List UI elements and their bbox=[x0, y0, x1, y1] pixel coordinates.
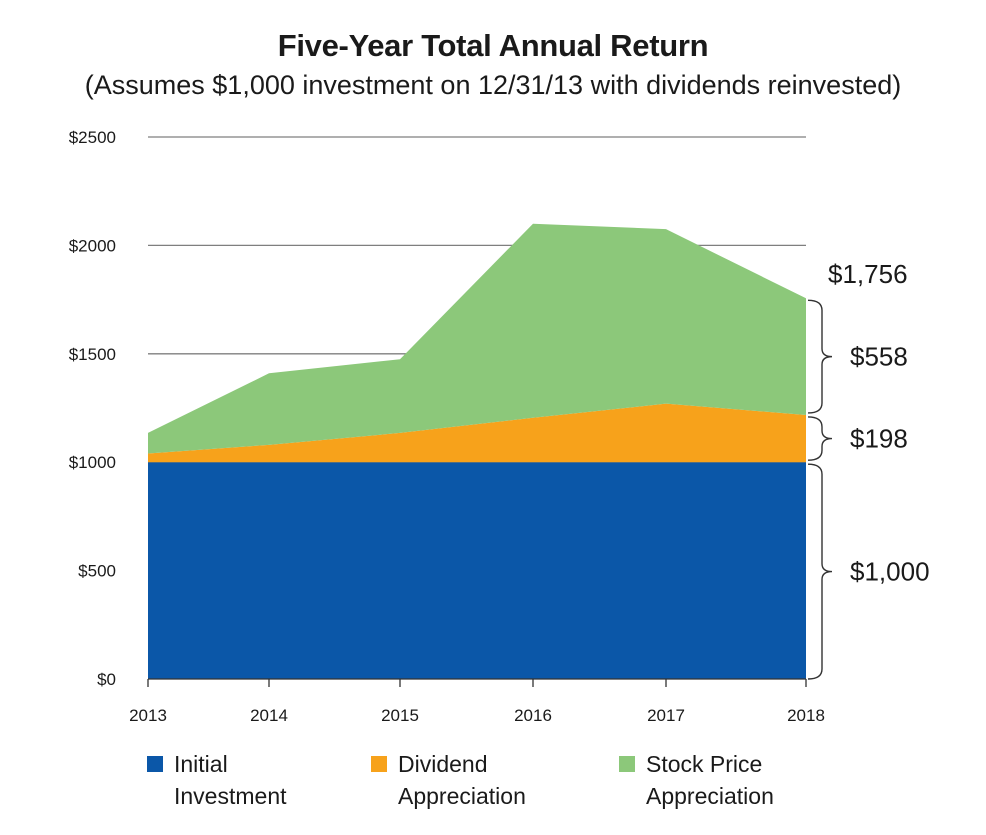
x-tick-label: 2018 bbox=[787, 706, 825, 725]
y-tick-label: $0 bbox=[97, 670, 116, 689]
annotation-total: $1,756 bbox=[828, 259, 908, 289]
legend-swatch-stock bbox=[619, 756, 635, 772]
annotation-initial: $1,000 bbox=[850, 557, 930, 587]
y-tick-label: $2000 bbox=[69, 236, 116, 255]
x-axis bbox=[147, 678, 807, 687]
x-tick-label: 2014 bbox=[250, 706, 288, 725]
legend-label-stock-1: Stock Price bbox=[646, 751, 763, 777]
annotation-dividend: $198 bbox=[850, 424, 908, 454]
chart-subtitle: (Assumes $1,000 investment on 12/31/13 w… bbox=[84, 70, 902, 100]
y-tick-label: $1500 bbox=[69, 345, 116, 364]
x-tick-label: 2013 bbox=[129, 706, 167, 725]
brace-initial bbox=[807, 463, 833, 680]
legend-label-initial-1: Initial bbox=[174, 751, 228, 777]
x-tick-label: 2015 bbox=[381, 706, 419, 725]
y-axis-labels: $0 $500 $1000 $1500 $2000 $2500 bbox=[69, 128, 116, 689]
legend-label-dividend-2: Appreciation bbox=[398, 783, 526, 809]
annotation-stock-price: $558 bbox=[850, 342, 908, 372]
chart-title: Five-Year Total Annual Return bbox=[277, 28, 709, 63]
y-tick-label: $1000 bbox=[69, 453, 116, 472]
legend-swatch-initial bbox=[147, 756, 163, 772]
legend-label-dividend-1: Dividend bbox=[398, 751, 488, 777]
x-axis-labels: 2013 2014 2015 2016 2017 2018 bbox=[129, 706, 825, 725]
y-tick-label: $2500 bbox=[69, 128, 116, 147]
legend-swatch-dividend bbox=[371, 756, 387, 772]
brace-stock bbox=[807, 299, 833, 414]
x-tick-label: 2016 bbox=[514, 706, 552, 725]
legend-label-initial-2: Investment bbox=[174, 783, 287, 809]
area-stock-price-appreciation bbox=[148, 223, 806, 454]
x-tick-label: 2017 bbox=[647, 706, 685, 725]
value-braces bbox=[807, 299, 833, 680]
area-dividend-appreciation bbox=[148, 403, 806, 463]
area-initial-investment bbox=[148, 462, 806, 679]
brace-dividend bbox=[807, 416, 833, 461]
y-tick-label: $500 bbox=[78, 562, 116, 581]
area-series bbox=[148, 223, 806, 679]
legend-label-stock-2: Appreciation bbox=[646, 783, 774, 809]
value-annotations: $1,756 $558 $198 $1,000 bbox=[828, 259, 930, 587]
